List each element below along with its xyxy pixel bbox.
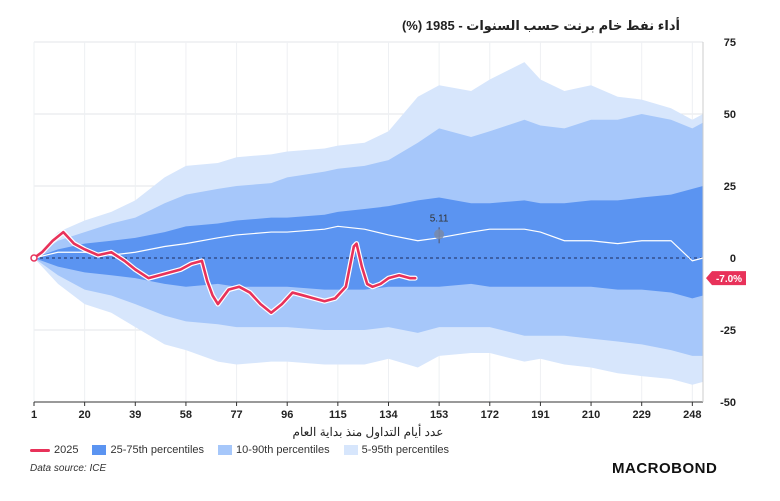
series-2025-line <box>32 230 417 315</box>
y-tick-label: 75 <box>724 37 736 49</box>
median-line <box>33 225 704 262</box>
chart-title: أداء نفط خام برنت حسب السنوات - 1985 (%) <box>401 18 680 33</box>
x-axis-label: عدد أيام التداول منذ بداية العام <box>293 424 444 439</box>
band-25-75 <box>34 186 703 299</box>
x-tick-label: 248 <box>683 409 701 421</box>
current-value-label: -7.0% <box>716 274 742 285</box>
series-2025-start <box>30 254 38 262</box>
macrobond-logo: MACROBOND <box>612 460 718 477</box>
legend-item-10-90: 10-90th percentiles <box>218 444 330 456</box>
median-marker-dot <box>434 229 445 240</box>
y-tick-label: 50 <box>724 109 736 121</box>
legend-label-5-95: 5-95th percentiles <box>361 444 450 456</box>
y-tick-label: -25 <box>720 325 736 337</box>
percentile-bands <box>34 62 703 385</box>
x-tick-label: 77 <box>230 409 242 421</box>
x-tick-label: 172 <box>481 409 499 421</box>
axes: 1 20 39 58 77 96 115 134 153 172 191 210 229 248 75 50 2… <box>31 37 736 421</box>
y-tick-label: 0 <box>730 253 736 265</box>
legend-swatch-10-90 <box>218 445 233 455</box>
x-tick-label: 229 <box>633 409 651 421</box>
x-tick-label: 134 <box>379 409 398 421</box>
x-tick-label: 153 <box>430 409 448 421</box>
x-tick-label: 20 <box>79 409 91 421</box>
median-marker-label: 5.11 <box>430 213 449 224</box>
legend-label-25-75: 25-75th percentiles <box>110 444 205 456</box>
x-tick-label: 210 <box>582 409 600 421</box>
legend-label-2025: 2025 <box>54 444 79 456</box>
legend-swatch-5-95 <box>343 445 358 455</box>
x-tick-label: 58 <box>180 409 192 421</box>
x-tick-label: 39 <box>129 409 141 421</box>
data-source: Data source: ICE <box>30 463 107 474</box>
y-tick-label: -50 <box>720 397 736 409</box>
legend-label-10-90: 10-90th percentiles <box>236 444 330 456</box>
legend-item-2025: 2025 <box>30 444 78 456</box>
legend-item-5-95: 5-95th percentiles <box>343 444 450 456</box>
x-tick-label: 115 <box>329 409 347 421</box>
legend-item-25-75: 25-75th percentiles <box>92 444 204 456</box>
x-tick-label: 191 <box>531 409 549 421</box>
legend: 2025 25-75th percentiles 10-90th percent… <box>30 444 449 456</box>
annotations: 5.11 -7.0% <box>430 213 746 286</box>
x-tick-label: 96 <box>281 409 293 421</box>
current-value-badge <box>706 271 746 286</box>
legend-swatch-2025 <box>30 448 50 452</box>
legend-swatch-25-75 <box>92 445 107 455</box>
chart-lines <box>30 225 704 316</box>
x-tick-label: 1 <box>31 409 37 421</box>
y-tick-label: 25 <box>724 181 736 193</box>
